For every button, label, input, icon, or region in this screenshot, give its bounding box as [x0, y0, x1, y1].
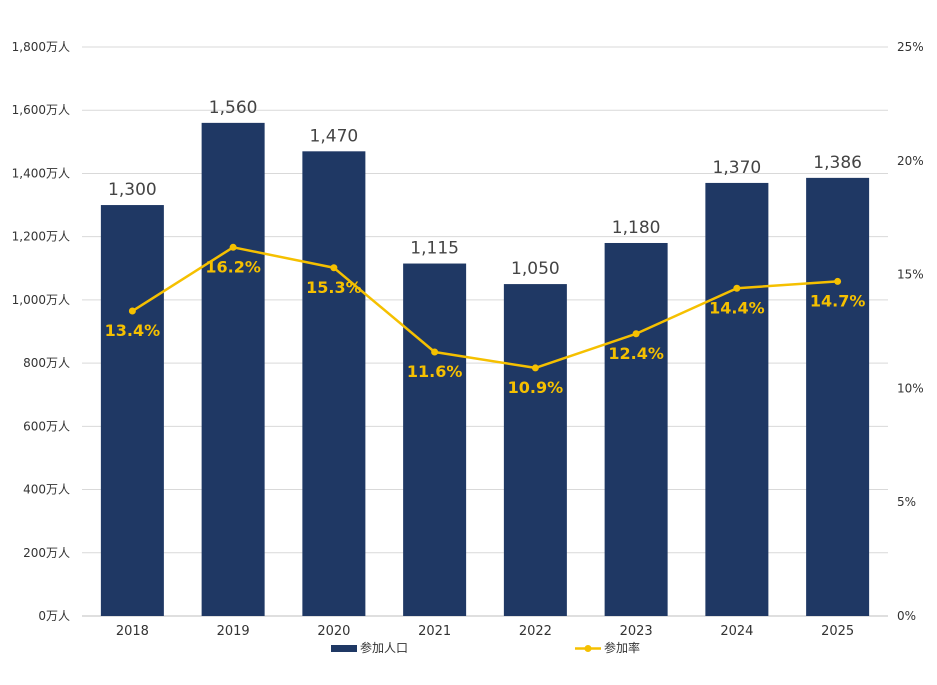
category-label: 2025 — [821, 624, 854, 639]
right-tick-label: 0% — [897, 609, 916, 623]
right-tick-label: 25% — [897, 40, 924, 54]
left-tick-label: 1,800万人 — [12, 40, 70, 54]
category-label: 2022 — [519, 624, 552, 639]
bar-value-label: 1,115 — [410, 239, 459, 259]
bar-value-label: 1,470 — [310, 126, 359, 146]
right-tick-label: 5% — [897, 495, 916, 509]
line-value-label: 12.4% — [608, 344, 664, 363]
category-labels: 2018 2019 2020 2021 2022 2023 2024 2025 — [116, 624, 854, 639]
line-path — [131, 246, 838, 370]
bar-value-label: 1,386 — [813, 153, 862, 173]
left-tick-label: 400万人 — [23, 483, 70, 497]
line-point — [733, 284, 741, 292]
line-value-label: 14.7% — [810, 291, 866, 310]
line-point — [834, 277, 842, 285]
bar — [705, 182, 769, 616]
bar-series — [100, 122, 870, 617]
left-tick-label: 0万人 — [38, 609, 70, 623]
line-data-labels: 13.4% 16.2% 15.3% 11.6% 10.9% 12.4% 14.4% 14.7% — [105, 257, 866, 397]
line-point — [229, 243, 237, 251]
line-series — [128, 243, 842, 372]
line-point — [128, 307, 136, 315]
bar-value-label: 1,050 — [511, 259, 560, 279]
line-point — [431, 348, 439, 356]
category-label: 2023 — [620, 624, 653, 639]
line-value-label: 13.4% — [105, 321, 161, 340]
category-label: 2020 — [317, 624, 350, 639]
category-label: 2019 — [217, 624, 250, 639]
left-tick-label: 1,000万人 — [12, 293, 70, 307]
legend-bar-label: 参加人口 — [360, 640, 408, 655]
legend: 参加人口 参加率 — [331, 640, 640, 655]
category-label: 2021 — [418, 624, 451, 639]
line-point — [632, 330, 640, 338]
left-tick-label: 800万人 — [23, 356, 70, 370]
category-label: 2018 — [116, 624, 149, 639]
line-value-label: 10.9% — [508, 378, 564, 397]
line-value-label: 15.3% — [306, 278, 362, 297]
bar — [604, 242, 668, 616]
right-tick-label: 15% — [897, 268, 924, 282]
left-tick-label: 200万人 — [23, 546, 70, 560]
legend-line-marker — [584, 645, 592, 652]
bar — [100, 205, 164, 617]
right-tick-label: 10% — [897, 381, 924, 395]
line-value-label: 16.2% — [205, 257, 261, 276]
bar — [302, 151, 366, 617]
right-axis-ticks: 0% 5% 10% 15% 20% 25% — [897, 40, 924, 623]
bar-value-label: 1,300 — [108, 180, 157, 200]
category-label: 2024 — [720, 624, 753, 639]
bar — [403, 263, 467, 616]
bar-data-labels: 1,300 1,560 1,470 1,115 1,050 1,180 1,370 1,386 — [108, 98, 862, 279]
line-point — [330, 264, 338, 272]
left-tick-label: 1,400万人 — [12, 166, 70, 180]
bar-value-label: 1,560 — [209, 98, 258, 118]
line-point — [531, 364, 539, 372]
left-tick-label: 1,200万人 — [12, 230, 70, 244]
left-axis-ticks: 0万人 200万人 400万人 600万人 800万人 1,000万人 1,200万人 1,4… — [12, 40, 70, 623]
left-tick-label: 1,600万人 — [12, 103, 70, 117]
bar-value-label: 1,370 — [713, 158, 762, 178]
right-tick-label: 20% — [897, 154, 924, 168]
bar — [503, 284, 567, 616]
bar — [201, 122, 265, 616]
legend-line-label: 参加率 — [604, 640, 640, 655]
legend-bar-swatch — [331, 645, 357, 652]
bar-value-label: 1,180 — [612, 218, 661, 238]
line-value-label: 11.6% — [407, 362, 463, 381]
left-tick-label: 600万人 — [23, 419, 70, 433]
bar — [806, 177, 870, 616]
line-value-label: 14.4% — [709, 298, 765, 317]
